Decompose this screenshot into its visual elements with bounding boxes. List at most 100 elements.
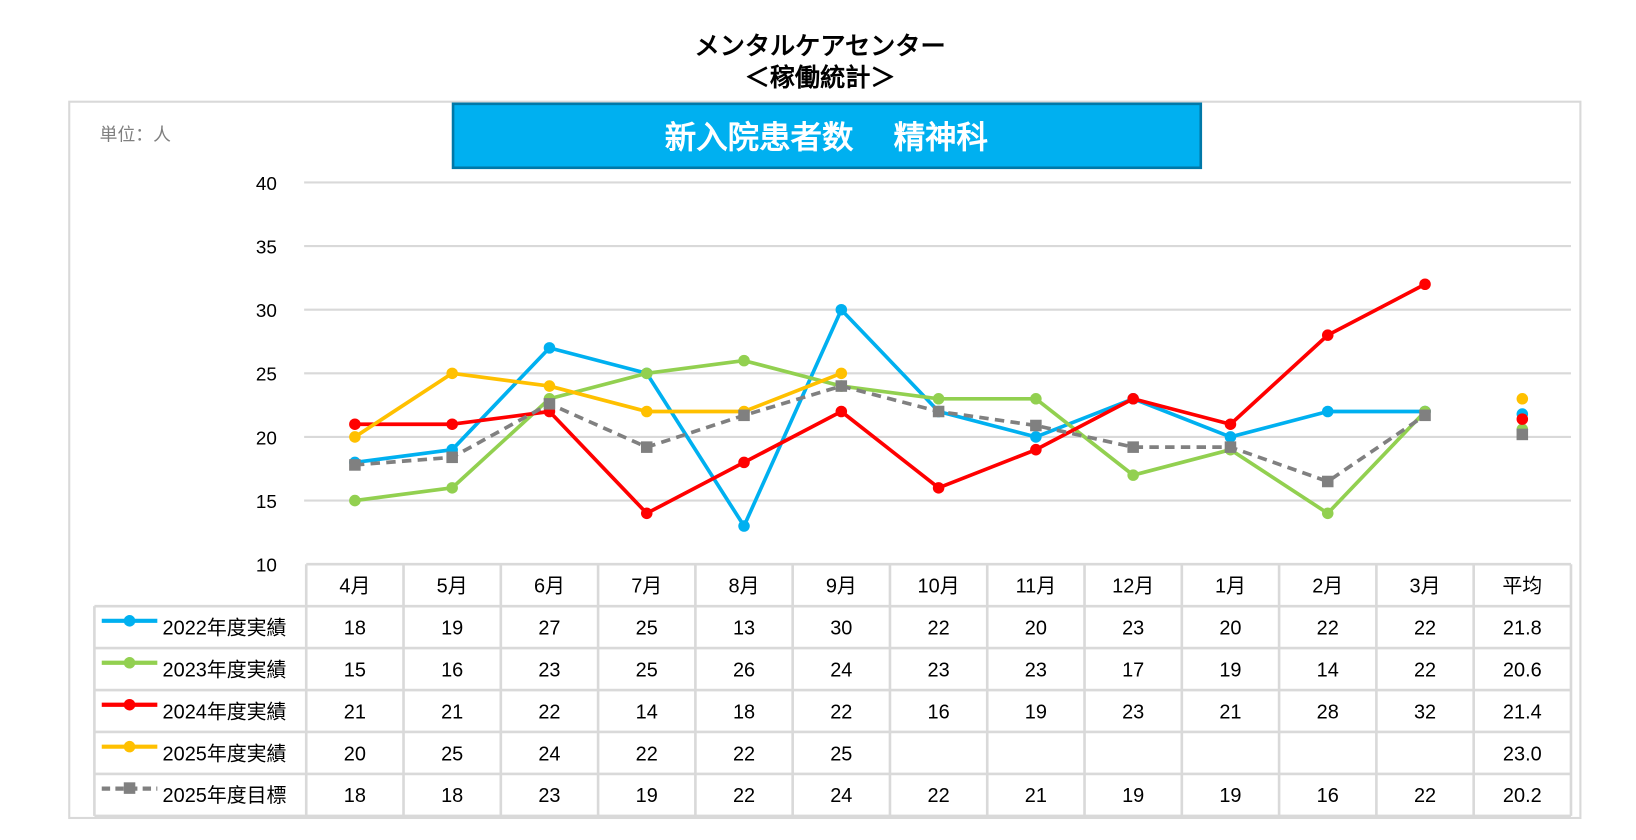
table-cell: 18 <box>733 701 755 723</box>
table-cell: 23 <box>1025 659 1047 681</box>
data-point <box>932 405 945 418</box>
data-point <box>640 441 653 453</box>
data-point <box>738 456 750 469</box>
table-cell: 19 <box>1122 785 1144 807</box>
x-category-label: 1月 <box>1215 576 1246 598</box>
table-cell: 18 <box>344 785 366 807</box>
table-cell-average: 23.0 <box>1503 743 1542 765</box>
table-cell: 20 <box>1219 617 1241 639</box>
average-point <box>1516 413 1529 425</box>
y-tick-label: 10 <box>256 555 277 576</box>
table-cell: 26 <box>733 659 755 681</box>
table-cell: 22 <box>928 617 950 639</box>
table-cell: 22 <box>733 785 755 807</box>
table-cell: 27 <box>538 617 560 639</box>
series-line <box>353 371 842 439</box>
data-point <box>543 380 556 392</box>
data-point <box>543 342 556 354</box>
table-cell: 21 <box>1025 785 1047 807</box>
legend-entry: 2024年度実績 <box>101 698 287 723</box>
x-category-label: 11月 <box>1016 576 1057 598</box>
series-line <box>354 384 1427 484</box>
table-cell: 25 <box>636 617 658 639</box>
data-point <box>1127 441 1139 453</box>
data-point <box>1030 443 1042 456</box>
x-category-label: 6月 <box>534 576 565 598</box>
table-cell: 22 <box>928 785 950 807</box>
table-cell: 20 <box>344 743 366 765</box>
table-cell: 19 <box>636 785 658 807</box>
table-cell: 22 <box>636 743 658 765</box>
y-tick-label: 35 <box>256 236 277 257</box>
average-header: 平均 <box>1502 575 1542 598</box>
table-cell: 22 <box>1414 617 1436 639</box>
data-point <box>932 393 945 405</box>
table-cell: 22 <box>1414 785 1436 807</box>
table-cell: 13 <box>733 617 755 639</box>
average-point <box>1516 428 1529 441</box>
legend-label: 2025年度実績 <box>163 742 287 765</box>
table-cell: 16 <box>1317 785 1339 807</box>
legend-entry: 2025年度実績 <box>101 740 287 765</box>
y-tick-label: 15 <box>256 491 277 512</box>
table-cell: 16 <box>928 701 950 723</box>
data-point <box>446 367 458 380</box>
table-cell: 25 <box>441 743 463 765</box>
x-category-label: 5月 <box>437 576 468 598</box>
data-point <box>1030 393 1042 405</box>
table-cell: 25 <box>636 659 658 681</box>
data-point <box>1321 507 1334 520</box>
data-point <box>349 459 361 471</box>
data-point <box>446 482 458 494</box>
table-cell: 16 <box>441 659 463 681</box>
legend-circle-marker <box>123 740 136 753</box>
table-cell: 32 <box>1414 701 1436 723</box>
legend-circle-marker <box>123 657 136 669</box>
data-point <box>349 431 361 443</box>
legend-label: 2024年度実績 <box>163 700 287 723</box>
data-point <box>1224 441 1237 453</box>
table-cell: 18 <box>344 617 366 639</box>
x-category-label: 9月 <box>826 576 857 598</box>
table-cell: 17 <box>1122 659 1144 681</box>
data-point <box>349 418 361 430</box>
table-cell: 19 <box>1219 659 1241 681</box>
page-title-line2: ＜稼働統計＞ <box>745 63 896 92</box>
y-tick-label: 20 <box>256 427 277 448</box>
table-cell: 23 <box>1122 617 1144 639</box>
table-cell: 22 <box>1414 659 1436 681</box>
data-point <box>1321 405 1334 418</box>
data-point <box>932 482 945 494</box>
data-point <box>640 367 653 380</box>
x-category-label: 8月 <box>729 576 760 598</box>
x-category-label: 10月 <box>918 576 960 598</box>
data-point <box>835 367 848 380</box>
table-cell: 22 <box>538 701 560 723</box>
table-cell: 21 <box>344 701 366 723</box>
data-point <box>640 507 653 520</box>
table-cell: 19 <box>1219 785 1241 807</box>
table-cell: 24 <box>538 743 560 765</box>
data-point <box>640 405 653 418</box>
data-point <box>446 418 458 430</box>
data-point <box>1321 475 1334 488</box>
y-tick-label: 30 <box>256 300 277 321</box>
legend-entry: 2025年度目標 <box>101 782 287 807</box>
legend-entry: 2023年度実績 <box>101 657 287 681</box>
table-cell: 21 <box>1219 701 1241 723</box>
x-category-label: 2月 <box>1312 576 1343 598</box>
chart-title: 新入院患者数 精神科 <box>665 119 988 155</box>
table-cell: 22 <box>830 701 852 723</box>
data-point <box>1419 409 1431 422</box>
legend-circle-marker <box>123 615 136 627</box>
x-category-label: 12月 <box>1112 576 1154 598</box>
table-cell: 20 <box>1025 617 1047 639</box>
data-point <box>835 303 848 316</box>
table-cell: 23 <box>1122 701 1144 723</box>
table-cell: 15 <box>344 659 366 681</box>
y-tick-label: 40 <box>256 173 277 194</box>
legend-label: 2022年度実績 <box>163 616 287 639</box>
table-cell-average: 20.2 <box>1503 785 1542 807</box>
table-cell: 23 <box>928 659 950 681</box>
table-cell-average: 21.4 <box>1503 701 1542 723</box>
